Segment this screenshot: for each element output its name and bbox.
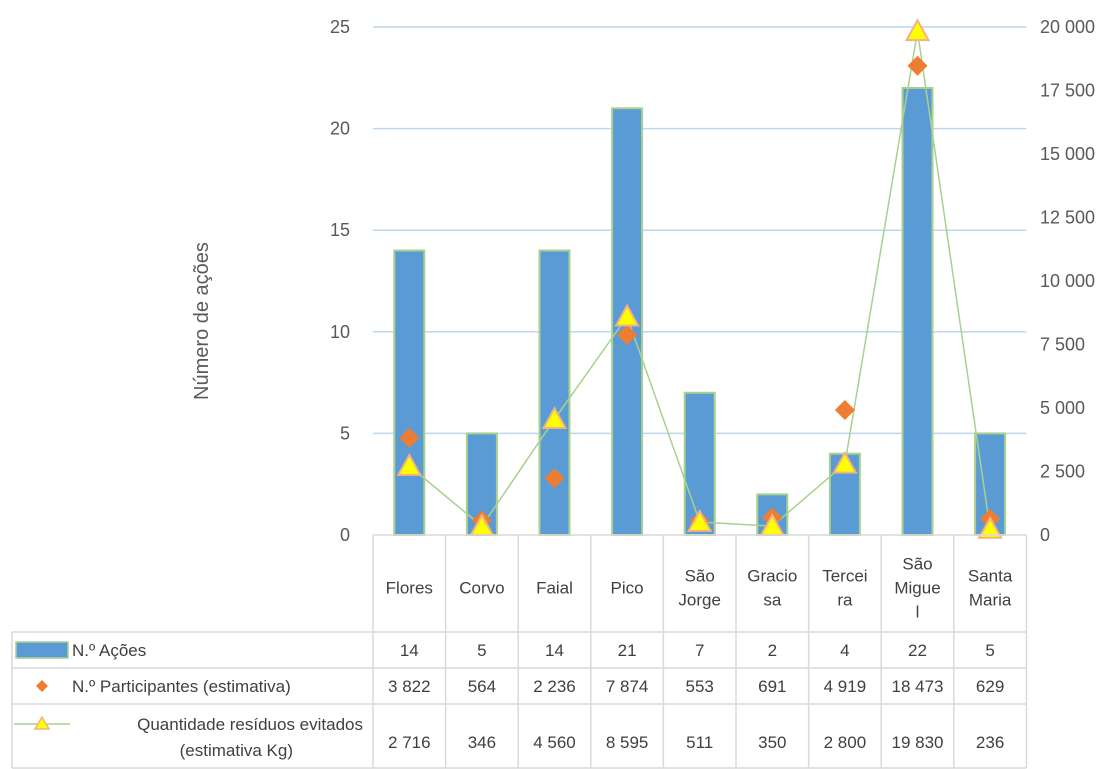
legend-key-waste-marker	[33, 715, 51, 730]
legend-key-participants	[36, 680, 48, 692]
table-cell-value: 629	[976, 677, 1004, 696]
table-cell-value: 5	[477, 641, 486, 660]
table-cell-value: 7 874	[606, 677, 649, 696]
table-cell-value: 18 473	[892, 677, 944, 696]
bar	[538, 249, 571, 537]
legend-label-participants: N.º Participantes (estimativa)	[72, 677, 291, 696]
table-cell-value: 2 236	[533, 677, 576, 696]
legend-key-bars	[15, 641, 69, 659]
category-label: Pico	[611, 579, 644, 598]
table-cell-value: 2 716	[388, 733, 431, 752]
waste-point	[832, 450, 858, 474]
table-cell-value: 511	[686, 733, 713, 752]
y-left-tick-label: 15	[330, 220, 350, 240]
participants-point	[544, 468, 565, 489]
table-cell-value: 14	[400, 641, 419, 660]
table-cell-value: 22	[908, 641, 927, 660]
y-right-tick-label: 10 000	[1040, 271, 1095, 291]
y-left-tick-label: 10	[330, 322, 350, 342]
legend-label-bars: N.º Ações	[72, 641, 146, 660]
category-label: Faial	[536, 579, 573, 598]
table-cell-value: 346	[468, 733, 496, 752]
table-cell-value: 350	[758, 733, 786, 752]
y-left-tick-label: 5	[340, 423, 350, 443]
y-right-tick-label: 0	[1040, 525, 1050, 545]
category-label: Maria	[969, 591, 1012, 610]
category-label: Gracio	[747, 567, 797, 586]
table-cell-value: 4 560	[533, 733, 576, 752]
category-label: Tercei	[822, 567, 867, 586]
participants-point	[617, 325, 638, 346]
table-cell-value: 4 919	[824, 677, 867, 696]
table-cell-value: 8 595	[606, 733, 649, 752]
waste-point	[687, 508, 713, 532]
table-cell-value: 564	[468, 677, 496, 696]
table-cell-value: 691	[758, 677, 786, 696]
table-cell-value: 19 830	[892, 733, 944, 752]
participants-point	[399, 427, 420, 448]
y-right-tick-label: 15 000	[1040, 144, 1095, 164]
y-left-tick-label: 25	[330, 17, 350, 37]
category-label: São	[902, 555, 932, 574]
data-table	[11, 534, 1028, 769]
table-cell-value: 2 800	[824, 733, 867, 752]
y-right-tick-label: 20 000	[1040, 17, 1095, 37]
y-right-tick-label: 5 000	[1040, 398, 1085, 418]
bar	[393, 249, 426, 537]
bar-series	[393, 86, 1007, 537]
category-label: ra	[837, 591, 853, 610]
table-cell-value: 14	[545, 641, 564, 660]
table-cell-value: 236	[976, 733, 1004, 752]
y-right-tick-label: 2 500	[1040, 462, 1085, 482]
bar	[901, 86, 934, 537]
y-left-axis-title: Número de ações	[191, 242, 213, 400]
waste-series-markers	[396, 18, 1003, 539]
category-label: Jorge	[678, 591, 721, 610]
category-label: l	[916, 603, 920, 622]
y-right-tick-label: 17 500	[1040, 81, 1095, 101]
table-cell-value: 21	[618, 641, 637, 660]
waste-point	[541, 406, 568, 429]
participants-point	[834, 400, 855, 421]
waste-point	[614, 303, 640, 327]
y-right-tick-label: 12 500	[1040, 208, 1095, 228]
table-cell-value: 4	[840, 641, 849, 660]
table-cell-value: 7	[695, 641, 704, 660]
table-cell-value: 3 822	[388, 677, 431, 696]
table-cell-value: 2	[768, 641, 777, 660]
legend-label-waste-unit: (estimativa Kg)	[180, 741, 293, 760]
table-cell-value: 553	[686, 677, 714, 696]
waste-point	[396, 452, 422, 476]
participants-point	[907, 55, 928, 76]
table-cell-value: 5	[985, 641, 994, 660]
category-label: Corvo	[459, 579, 504, 598]
legend-label-waste: Quantidade resíduos evitados	[137, 715, 363, 734]
category-label: São	[685, 567, 715, 586]
category-label: sa	[763, 591, 782, 610]
category-label: Flores	[386, 579, 433, 598]
category-label: Migue	[894, 579, 940, 598]
waste-point	[977, 515, 1003, 539]
waste-point	[904, 18, 931, 42]
y-left-tick-label: 20	[330, 119, 350, 139]
y-left-tick-label: 0	[340, 525, 350, 545]
y-right-tick-label: 7 500	[1040, 335, 1085, 355]
category-label: Santa	[968, 567, 1013, 586]
